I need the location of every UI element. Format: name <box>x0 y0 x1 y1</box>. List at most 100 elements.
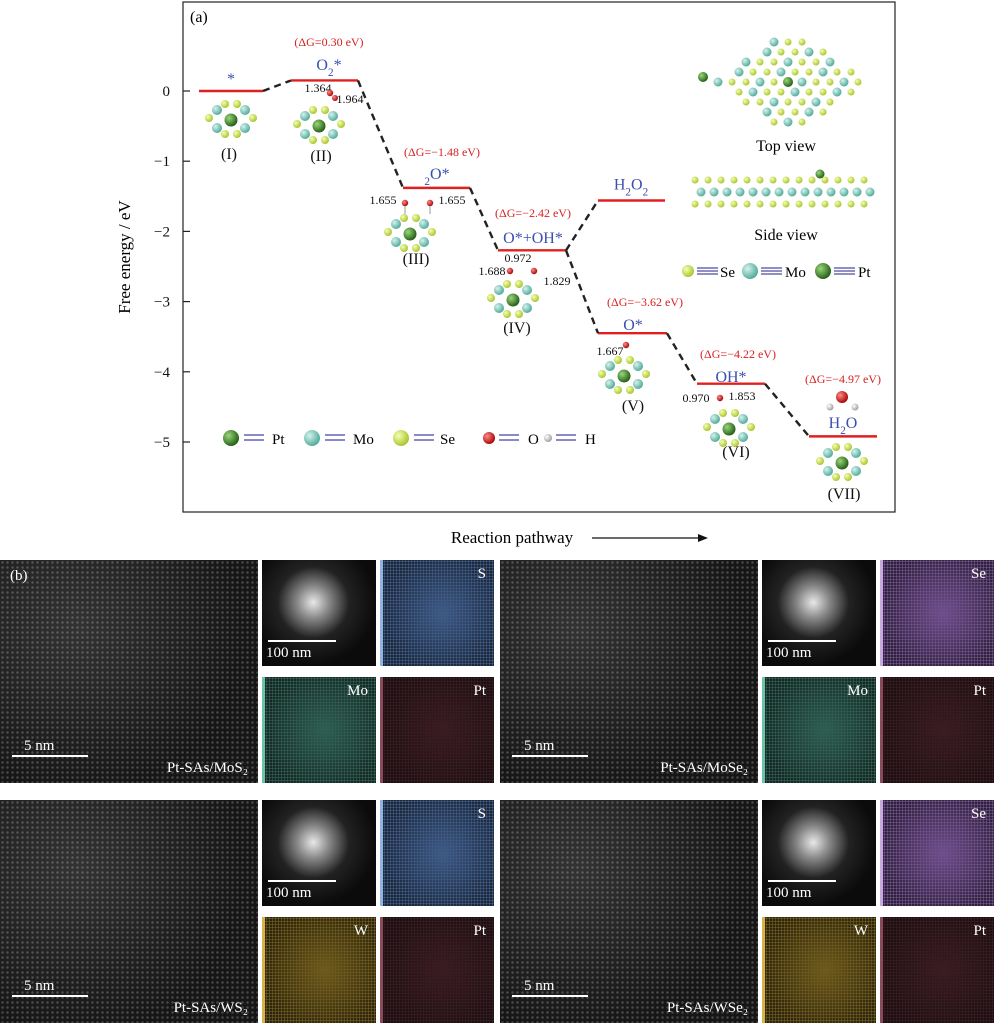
scale-bar <box>12 995 88 997</box>
bond-length-label: 1.829 <box>544 274 571 288</box>
eds-map: Se <box>880 800 994 906</box>
panel-b-label: (b) <box>10 568 28 584</box>
eds-map: Pt <box>880 917 994 1023</box>
intensity-scale-strip <box>380 800 383 906</box>
stem-block: 5 nm Pt-SAs/MoSe₂ 100 nm Se Mo Pt <box>500 560 1000 783</box>
species-label: H2O <box>829 415 858 437</box>
intensity-scale-strip <box>262 917 265 1023</box>
legend-o: O <box>528 432 539 448</box>
species-label: 2O* <box>424 166 449 188</box>
inset-legend-pt: Pt <box>858 265 871 281</box>
scale-bar <box>512 755 588 757</box>
sample-label: Pt-SAs/MoSe₂ <box>660 760 748 776</box>
state-numeral: (III) <box>403 251 430 268</box>
bond-length-label: 1.964 <box>337 92 364 106</box>
state-numeral: (II) <box>310 148 331 165</box>
stem-block: 5 nm Pt-SAs/MoS₂ 100 nm S Mo Pt <box>0 560 500 783</box>
element-label: Se <box>971 806 986 822</box>
intensity-scale-strip <box>380 917 383 1023</box>
bond-length-label: 1.364 <box>305 81 332 95</box>
stem-block: 5 nm Pt-SAs/WS₂ 100 nm S W Pt <box>0 800 500 1023</box>
scale-bar-label: 5 nm <box>24 738 55 754</box>
eds-map: Pt <box>880 677 994 783</box>
scale-bar <box>268 880 336 882</box>
intensity-scale-strip <box>762 917 765 1023</box>
panel-a: 0 −1 −2 −3 −4 −5 Free energy / eV (a) H2O2 * (I… <box>115 1 896 547</box>
species-label: O* <box>623 317 643 334</box>
eds-map: S <box>380 800 494 906</box>
intensity-scale-strip <box>262 677 265 783</box>
scale-bar-label: 100 nm <box>766 885 812 901</box>
intensity-scale-strip <box>880 800 883 906</box>
legend-se: Se <box>440 432 455 448</box>
side-view-structure <box>691 169 875 208</box>
pathway-connector <box>564 249 600 334</box>
structure-vi <box>703 394 755 447</box>
bond-length-label: 1.655 <box>439 193 466 207</box>
bond-length-label: 1.688 <box>479 264 506 278</box>
structure-i <box>205 100 257 138</box>
species-label: * <box>227 71 235 88</box>
pathway-connector <box>468 187 500 251</box>
element-label: Se <box>971 566 986 582</box>
delta-g-label: (ΔG=0.30 eV) <box>294 35 363 49</box>
y-tick-label: 0 <box>163 84 171 100</box>
scale-bar-label: 5 nm <box>24 978 55 994</box>
pathway-connector <box>764 382 810 438</box>
pathway-connector <box>262 79 292 93</box>
element-label: Pt <box>473 683 486 699</box>
delta-g-label: (ΔG=−2.42 eV) <box>495 206 571 220</box>
bond-length-label: 0.972 <box>505 251 532 265</box>
structure-v <box>598 341 650 394</box>
element-label: S <box>477 566 486 582</box>
eds-map: Mo <box>262 677 376 783</box>
haadf-stem-image: 5 nm Pt-SAs/MoSe₂ <box>500 560 758 783</box>
panel-a-label: (a) <box>190 9 208 26</box>
bond-length-label: 1.853 <box>729 389 756 403</box>
scale-bar <box>768 640 836 642</box>
scale-bar-label: 5 nm <box>524 738 555 754</box>
panel-b: 5 nm Pt-SAs/MoS₂ 100 nm S Mo Pt 5 nm Pt-SAs/MoS… <box>0 560 1000 1023</box>
element-label: Pt <box>973 923 986 939</box>
eds-haadf-image: 100 nm <box>262 800 376 906</box>
state-numeral: (IV) <box>503 320 531 337</box>
eds-map: W <box>762 917 876 1023</box>
inset-legend-mo: Mo <box>785 265 806 281</box>
eds-map: Se <box>880 560 994 666</box>
delta-g-label: (ΔG=−4.97 eV) <box>805 372 881 386</box>
y-tick-label: −5 <box>154 435 170 451</box>
sample-label: Pt-SAs/MoS₂ <box>166 760 248 776</box>
species-label: O*+OH* <box>503 230 563 247</box>
delta-g-label: (ΔG=−3.62 eV) <box>607 295 683 309</box>
scale-bar <box>512 995 588 997</box>
species-label: O2* <box>316 57 341 79</box>
sample-label: Pt-SAs/WS₂ <box>173 1000 248 1016</box>
pathway-connector <box>564 199 600 252</box>
bond-length-label: 1.655 <box>370 193 397 207</box>
inset-legend-se: Se <box>720 265 735 281</box>
bond-length-label: 1.667 <box>597 344 624 358</box>
species-h2o2: H2O2 <box>614 177 648 199</box>
state-numeral: (I) <box>221 146 237 163</box>
intensity-scale-strip <box>380 677 383 783</box>
structure-ii <box>293 89 345 144</box>
x-axis-label: Reaction pathway <box>451 528 574 547</box>
legend-mo: Mo <box>353 432 374 448</box>
energy-levels: H2O2 * (I) O2* (ΔG=0.30 eV) (II) 2O* (ΔG=−1.48 … <box>199 35 881 503</box>
y-tick-label: −1 <box>154 154 170 170</box>
intensity-scale-strip <box>762 677 765 783</box>
top-view-structure <box>698 37 862 127</box>
element-label: S <box>477 806 486 822</box>
intensity-scale-strip <box>880 677 883 783</box>
inset-legend: Se Mo Pt <box>682 263 871 281</box>
element-label: Mo <box>847 683 868 699</box>
state-numeral: (V) <box>622 398 644 415</box>
y-axis: 0 −1 −2 −3 −4 −5 <box>154 84 190 451</box>
stem-block: 5 nm Pt-SAs/WSe₂ 100 nm Se W Pt <box>500 800 1000 1023</box>
delta-g-label: (ΔG=−4.22 eV) <box>700 347 776 361</box>
haadf-stem-image: 5 nm Pt-SAs/WS₂ <box>0 800 258 1023</box>
legend-h: H <box>585 432 596 448</box>
top-view-label: Top view <box>756 138 816 155</box>
y-tick-label: −2 <box>154 224 170 240</box>
eds-map: W <box>262 917 376 1023</box>
